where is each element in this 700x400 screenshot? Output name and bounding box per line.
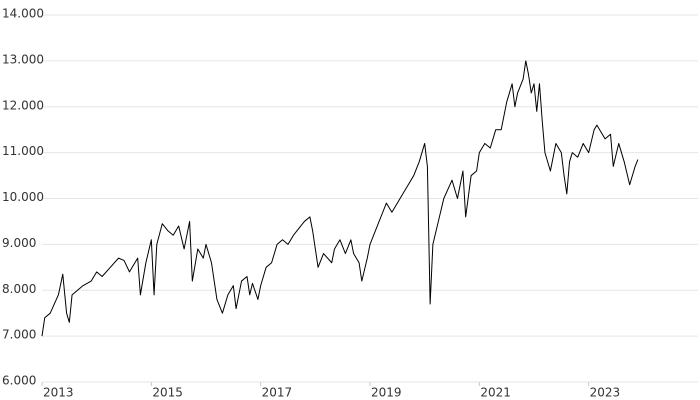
y-tick-label: 14.000 bbox=[2, 7, 44, 21]
y-tick-label: 6.000 bbox=[2, 374, 36, 388]
y-tick-label: 8.000 bbox=[2, 282, 36, 296]
y-tick-label: 12.000 bbox=[2, 98, 44, 112]
y-tick-label: 11.000 bbox=[2, 144, 44, 158]
x-tick-label: 2017 bbox=[262, 386, 293, 400]
y-tick-label: 13.000 bbox=[2, 52, 44, 66]
y-tick-label: 10.000 bbox=[2, 190, 44, 204]
y-tick-label: 9.000 bbox=[2, 236, 36, 250]
x-tick-label: 2013 bbox=[43, 386, 74, 400]
x-tick-label: 2023 bbox=[590, 386, 621, 400]
x-tick-label: 2019 bbox=[371, 386, 402, 400]
y-tick-label: 7.000 bbox=[2, 328, 36, 342]
x-tick-label: 2021 bbox=[480, 386, 511, 400]
line-series bbox=[41, 60, 639, 337]
x-tick-label: 2015 bbox=[152, 386, 183, 400]
